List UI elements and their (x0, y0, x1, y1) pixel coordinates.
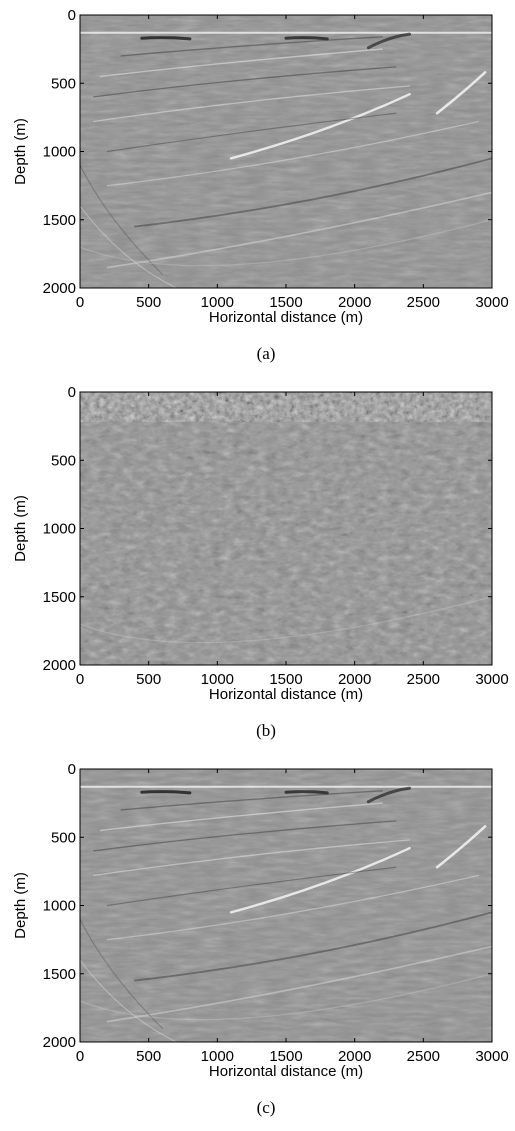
y-tick-label: 0 (68, 761, 76, 778)
reflector (106, 112, 397, 153)
panel-a: 0 500 1000 1500 2000 2500 3000 0 500 1000 1500 2000… (12, 7, 509, 363)
reflector (284, 36, 329, 41)
x-axis-label: Horizontal distance (m) (209, 686, 363, 703)
reflector (435, 71, 487, 115)
x-tick-label: 500 (136, 1048, 161, 1065)
x-tick-label: 1500 (269, 1048, 302, 1065)
reflector (80, 959, 177, 1042)
x-tick-label: 0 (76, 671, 84, 688)
x-tick-label: 2500 (407, 294, 440, 311)
reflector (80, 205, 177, 288)
reflector (366, 32, 412, 50)
y-axis-label: Depth (m) (12, 495, 29, 562)
reflector (106, 874, 479, 941)
y-tick-label: 500 (51, 75, 76, 92)
y-tick-label: 1000 (43, 898, 76, 915)
x-tick-label: 1500 (269, 671, 302, 688)
x-tick-label: 1000 (201, 294, 234, 311)
x-tick-label: 2500 (407, 671, 440, 688)
reflector (140, 36, 192, 41)
y-tick-label: 1000 (43, 521, 76, 538)
y-tick-label: 1000 (43, 144, 76, 161)
reflector (120, 36, 383, 57)
y-tick-label: 0 (68, 7, 76, 24)
reflector (134, 911, 492, 982)
x-tick-label: 0 (76, 1048, 84, 1065)
reflector (435, 825, 487, 869)
reflector (93, 820, 397, 852)
reflector (106, 120, 479, 187)
x-tick-label: 3000 (475, 671, 508, 688)
reflector (366, 786, 412, 804)
panel-caption: (b) (256, 721, 276, 740)
panel-c: 0 500 1000 1500 2000 2500 3000 0 500 1000 1500 2000… (12, 761, 509, 1117)
reflector (93, 839, 411, 877)
x-tick-label: 1000 (201, 1048, 234, 1065)
y-tick-label: 0 (68, 384, 76, 401)
reflector (106, 191, 492, 269)
reflector (134, 157, 492, 228)
panel-b: 0 500 1000 1500 2000 2500 3000 0 500 1000 1500 2000… (12, 384, 509, 740)
x-tick-label: 500 (136, 294, 161, 311)
reflector (229, 92, 411, 160)
y-tick-label: 1500 (43, 589, 76, 606)
x-axis-label: Horizontal distance (m) (209, 1063, 363, 1080)
reflector (80, 918, 163, 1029)
reflector (80, 164, 163, 275)
reflector (229, 846, 411, 914)
y-tick-label: 2000 (43, 1034, 76, 1051)
reflector (106, 945, 492, 1023)
y-tick-label: 500 (51, 829, 76, 846)
reflector (120, 790, 383, 811)
y-axis-label: Depth (m) (12, 118, 29, 185)
seismic-image (80, 15, 492, 288)
x-tick-label: 2000 (338, 1048, 371, 1065)
y-tick-label: 1500 (43, 212, 76, 229)
y-tick-label: 2000 (43, 657, 76, 674)
panel-caption: (a) (257, 344, 276, 363)
x-tick-label: 1000 (201, 671, 234, 688)
x-tick-label: 0 (76, 294, 84, 311)
y-axis-label: Depth (m) (12, 872, 29, 939)
x-tick-label: 2000 (338, 294, 371, 311)
x-tick-label: 2000 (338, 671, 371, 688)
x-tick-label: 500 (136, 671, 161, 688)
x-tick-label: 3000 (475, 294, 508, 311)
x-axis-label: Horizontal distance (m) (209, 309, 363, 326)
reflector (140, 790, 192, 795)
y-tick-label: 2000 (43, 280, 76, 297)
reflector (284, 790, 329, 795)
x-tick-label: 3000 (475, 1048, 508, 1065)
seismic-image (80, 769, 492, 1042)
reflector (93, 66, 397, 98)
y-tick-label: 500 (51, 452, 76, 469)
y-tick-label: 1500 (43, 966, 76, 983)
x-tick-label: 2500 (407, 1048, 440, 1065)
seismic-image (80, 392, 492, 665)
reflector (99, 48, 383, 78)
reflector (99, 802, 383, 832)
x-tick-label: 1500 (269, 294, 302, 311)
reflector (106, 866, 397, 907)
panel-caption: (c) (257, 1098, 276, 1117)
reflector (93, 85, 411, 123)
